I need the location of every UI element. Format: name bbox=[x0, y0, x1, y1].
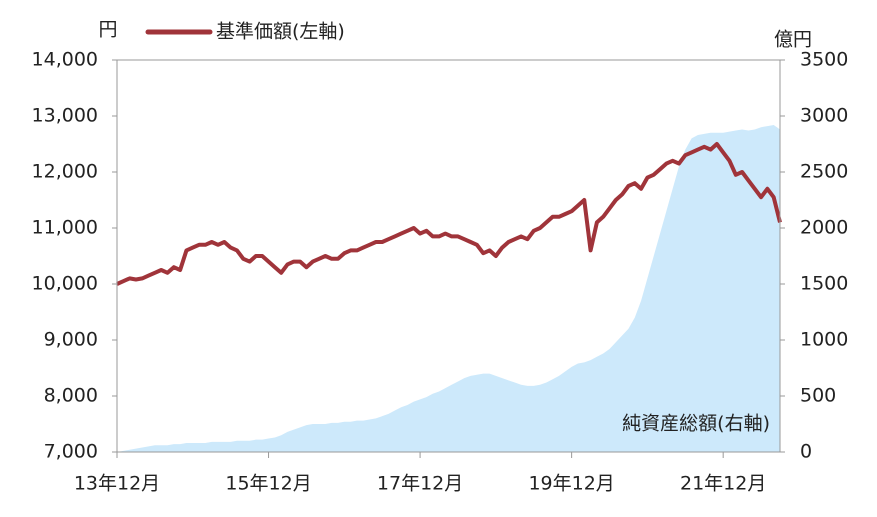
y2-tick-label: 0 bbox=[800, 441, 812, 463]
y-tick-label: 9,000 bbox=[44, 329, 98, 351]
x-tick-label: 17年12月 bbox=[377, 473, 463, 495]
y-tick-label: 10,000 bbox=[32, 273, 98, 295]
area-label: 純資産総額(右軸) bbox=[622, 413, 770, 435]
y2-tick-label: 1000 bbox=[800, 329, 848, 351]
x-tick-label: 19年12月 bbox=[528, 473, 614, 495]
y-tick-label: 7,000 bbox=[44, 441, 98, 463]
y-tick-label: 13,000 bbox=[32, 105, 98, 127]
y-tick-label: 11,000 bbox=[32, 217, 98, 239]
y-tick-label: 14,000 bbox=[32, 49, 98, 71]
legend-label: 基準価額(左軸) bbox=[216, 21, 345, 43]
line bbox=[116, 142, 782, 286]
y2-tick-label: 3000 bbox=[800, 105, 848, 127]
y2-unit: 億円 bbox=[774, 29, 812, 51]
x-tick-label: 21年12月 bbox=[680, 473, 766, 495]
y-unit: 円 bbox=[98, 19, 117, 41]
y-tick-label: 12,000 bbox=[32, 161, 98, 183]
y2-tick-label: 2500 bbox=[800, 161, 848, 183]
area bbox=[117, 124, 780, 453]
y2-tick-label: 3500 bbox=[800, 49, 848, 71]
plot-frame bbox=[116, 59, 781, 453]
y2-tick-label: 1500 bbox=[800, 273, 848, 295]
x-tick-label: 13年12月 bbox=[74, 473, 160, 495]
y-tick-label: 8,000 bbox=[44, 385, 98, 407]
y2-tick-label: 500 bbox=[800, 385, 836, 407]
y2-tick-label: 2000 bbox=[800, 217, 848, 239]
x-tick-label: 15年12月 bbox=[225, 473, 311, 495]
